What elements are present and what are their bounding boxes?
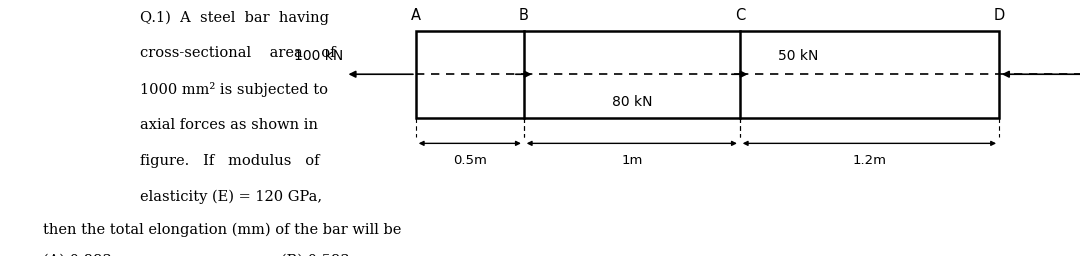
- Text: 1m: 1m: [621, 154, 643, 167]
- Text: (B) 0.583: (B) 0.583: [281, 253, 350, 256]
- Text: 1.2m: 1.2m: [852, 154, 887, 167]
- Text: Q.1)  A  steel  bar  having: Q.1) A steel bar having: [140, 10, 329, 25]
- Text: C: C: [734, 8, 745, 23]
- Text: axial forces as shown in: axial forces as shown in: [140, 118, 319, 132]
- Text: A: A: [410, 8, 421, 23]
- Text: 100 kN: 100 kN: [294, 49, 343, 63]
- Text: 0.5m: 0.5m: [453, 154, 487, 167]
- Text: B: B: [518, 8, 529, 23]
- Text: 50 kN: 50 kN: [778, 49, 818, 63]
- Text: elasticity (E) = 120 GPa,: elasticity (E) = 120 GPa,: [140, 189, 323, 204]
- Text: (A) 0.883: (A) 0.883: [43, 253, 112, 256]
- Text: figure.   If   modulus   of: figure. If modulus of: [140, 154, 320, 168]
- Text: 1000 mm² is subjected to: 1000 mm² is subjected to: [140, 82, 328, 97]
- Text: D: D: [994, 8, 1004, 23]
- Text: 80 kN: 80 kN: [611, 95, 652, 109]
- Text: cross-sectional    area    of: cross-sectional area of: [140, 46, 336, 60]
- Text: then the total elongation (mm) of the bar will be: then the total elongation (mm) of the ba…: [43, 223, 402, 237]
- Bar: [416, 31, 999, 118]
